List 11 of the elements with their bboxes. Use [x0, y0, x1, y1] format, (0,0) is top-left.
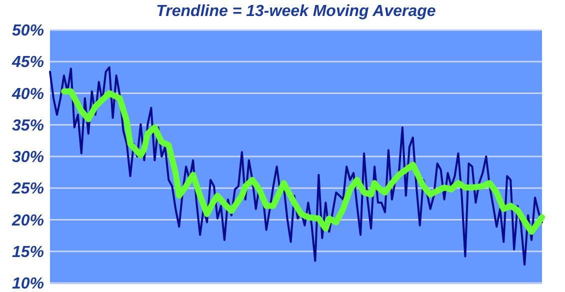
y-tick-label: 20% — [10, 212, 44, 230]
y-tick-label: 45% — [10, 54, 44, 72]
chart-title: Trendline = 13-week Moving Average — [156, 3, 436, 20]
y-tick-label: 10% — [12, 276, 44, 292]
y-tick-label: 25% — [10, 180, 44, 198]
y-tick-label: 30% — [12, 149, 44, 166]
y-tick-label: 50% — [12, 22, 44, 40]
line-series — [49, 66, 543, 266]
y-tick-label: 35% — [12, 117, 44, 134]
y-tick-label: 40% — [10, 86, 44, 103]
y-tick-label: 15% — [12, 244, 44, 261]
